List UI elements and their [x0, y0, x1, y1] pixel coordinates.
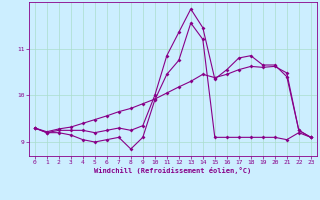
X-axis label: Windchill (Refroidissement éolien,°C): Windchill (Refroidissement éolien,°C) [94, 167, 252, 174]
